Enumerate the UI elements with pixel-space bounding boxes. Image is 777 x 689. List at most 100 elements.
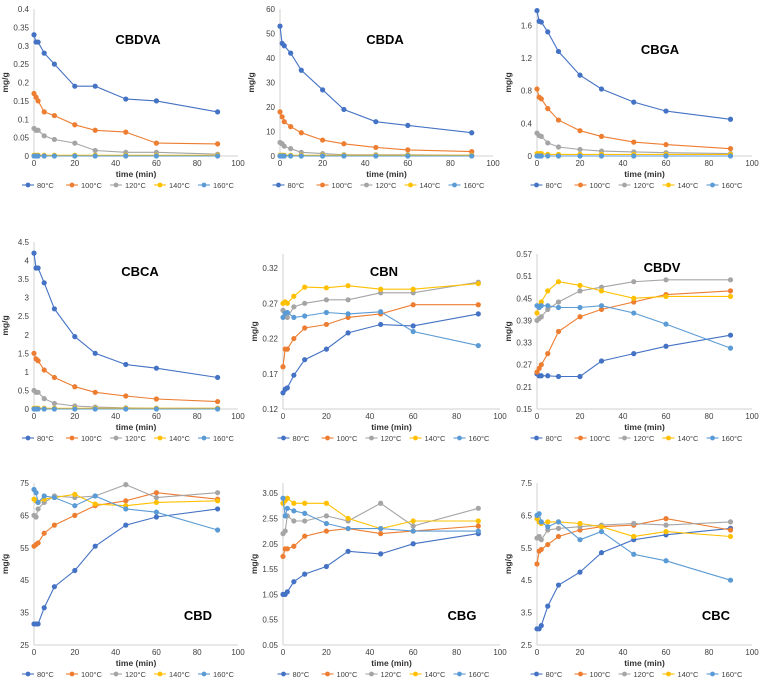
x-tick-label: 80 <box>705 648 714 657</box>
x-tick-label: 60 <box>152 412 161 421</box>
series-100-c-point <box>555 533 562 540</box>
series-160-c-point <box>123 506 129 512</box>
series-140-c-point <box>410 286 416 292</box>
series-100-c-point <box>534 86 540 92</box>
series-120-c-point <box>577 288 583 294</box>
y-tick-label: 0.12 <box>262 405 278 414</box>
series-120-c-point <box>538 133 544 139</box>
series-160-c-point <box>280 314 286 321</box>
series-120-c-point <box>153 494 159 501</box>
y-tick-label: 0 <box>25 152 30 161</box>
series-80-c-point <box>215 109 221 115</box>
legend-label: 80°C <box>288 181 305 190</box>
legend-item-140-c: 140°C <box>409 670 446 679</box>
legend-item-100-c: 100°C <box>321 434 358 443</box>
series-140-c-point <box>663 529 669 535</box>
legend-swatch-marker <box>710 182 715 188</box>
series-100-c-point <box>123 129 129 135</box>
series-160-c-point <box>475 528 481 534</box>
y-tick-label: 0.39 <box>516 316 532 325</box>
series-100-c-point <box>215 141 221 147</box>
legend-swatch-marker <box>281 671 286 677</box>
y-tick-label: 4 <box>25 257 30 266</box>
series-100-c-point <box>284 346 290 352</box>
series-160-c-point <box>92 493 98 499</box>
legend-item-100-c: 100°C <box>66 434 103 443</box>
series-120-c-point <box>538 537 544 543</box>
series-100-c-point <box>72 384 78 390</box>
series-100-c-point <box>298 130 304 136</box>
series-80-c-point <box>35 265 41 271</box>
series-140-c-point <box>302 284 308 290</box>
x-tick-label: 60 <box>409 648 418 657</box>
x-tick-label: 0 <box>278 159 283 168</box>
series-140-c-point <box>631 295 637 301</box>
series-80-c-point <box>153 514 159 520</box>
series-100-c-point <box>727 288 734 294</box>
y-tick-label: 75 <box>20 479 29 488</box>
series-80-c-point <box>378 321 384 328</box>
series-160-c-point <box>598 529 605 535</box>
series-80-c-point <box>631 351 637 357</box>
series-100-c-point <box>598 306 605 312</box>
series-160-c-point <box>291 314 297 321</box>
series-160-c-point <box>51 494 58 501</box>
legend-item-80-c: 80°C <box>22 181 54 190</box>
series-140-c-point <box>323 500 329 506</box>
series-140-c-point <box>92 501 98 507</box>
series-80-c-point <box>469 130 475 136</box>
legend-item-160-c: 160°C <box>453 434 490 443</box>
legend-label: 100°C <box>337 670 359 679</box>
series-100-c-point <box>323 321 329 328</box>
legend-swatch-marker <box>113 435 119 441</box>
legend-label: 160°C <box>722 181 744 190</box>
series-160-c-point <box>727 345 734 351</box>
series-100-c-point <box>323 528 329 534</box>
series-80-c-point <box>92 543 98 549</box>
legend-item-140-c: 140°C <box>154 181 191 190</box>
legend-swatch-marker <box>69 182 75 188</box>
chart-title: CBCA <box>121 264 159 279</box>
series-80-c-point <box>302 357 308 363</box>
chart-title: CBD <box>184 608 212 623</box>
series-160-c-line <box>282 311 479 347</box>
series-120-c-point <box>291 304 297 310</box>
y-tick-label: 2.55 <box>262 514 278 523</box>
series-160-c-point <box>92 406 98 412</box>
x-tick-label: 80 <box>452 648 461 657</box>
series-100-c-point <box>35 358 41 364</box>
y-axis-label: mg/g <box>249 554 259 574</box>
series-80-c-point <box>92 350 98 356</box>
series-160-c-point <box>545 524 551 530</box>
chart-title: CBDVA <box>115 32 161 47</box>
series-80-c-point <box>341 106 347 113</box>
x-tick-label: 20 <box>318 159 327 168</box>
series-100-c-point <box>410 302 416 308</box>
series-160-c-point <box>410 528 416 534</box>
series-80-c-point <box>123 96 129 102</box>
legend-label: 120°C <box>634 181 656 190</box>
y-tick-label: 1.2 <box>521 54 533 63</box>
chart-cbg: 0.05 0.55 1.05 1.55 2.05 2.55 3.05 0 20 40 60 80 100… <box>249 483 507 679</box>
series-160-c-point <box>545 303 551 309</box>
series-80-c-point <box>555 582 562 588</box>
series-120-c-point <box>555 144 562 150</box>
series-80-c-point <box>92 83 98 89</box>
x-tick-label: 60 <box>152 648 161 657</box>
series-160-c-point <box>215 153 221 159</box>
x-tick-label: 100 <box>745 648 759 657</box>
series-100-c-point <box>291 335 297 342</box>
x-axis-label: time (min) <box>366 169 407 179</box>
series-160-c-point <box>536 511 542 517</box>
series-140-c-point <box>72 491 78 497</box>
x-tick-label: 40 <box>365 648 374 657</box>
legend-swatch-marker <box>452 182 457 188</box>
series-80-c-point <box>475 311 481 317</box>
series-80-c-point <box>545 373 551 379</box>
chart-title: CBC <box>702 608 731 623</box>
legend-label: 80°C <box>37 181 54 190</box>
legend-swatch-marker <box>457 671 462 677</box>
series-100-c-point <box>123 498 129 504</box>
series-100-c-point <box>279 114 285 120</box>
legend-swatch-marker <box>457 435 462 441</box>
